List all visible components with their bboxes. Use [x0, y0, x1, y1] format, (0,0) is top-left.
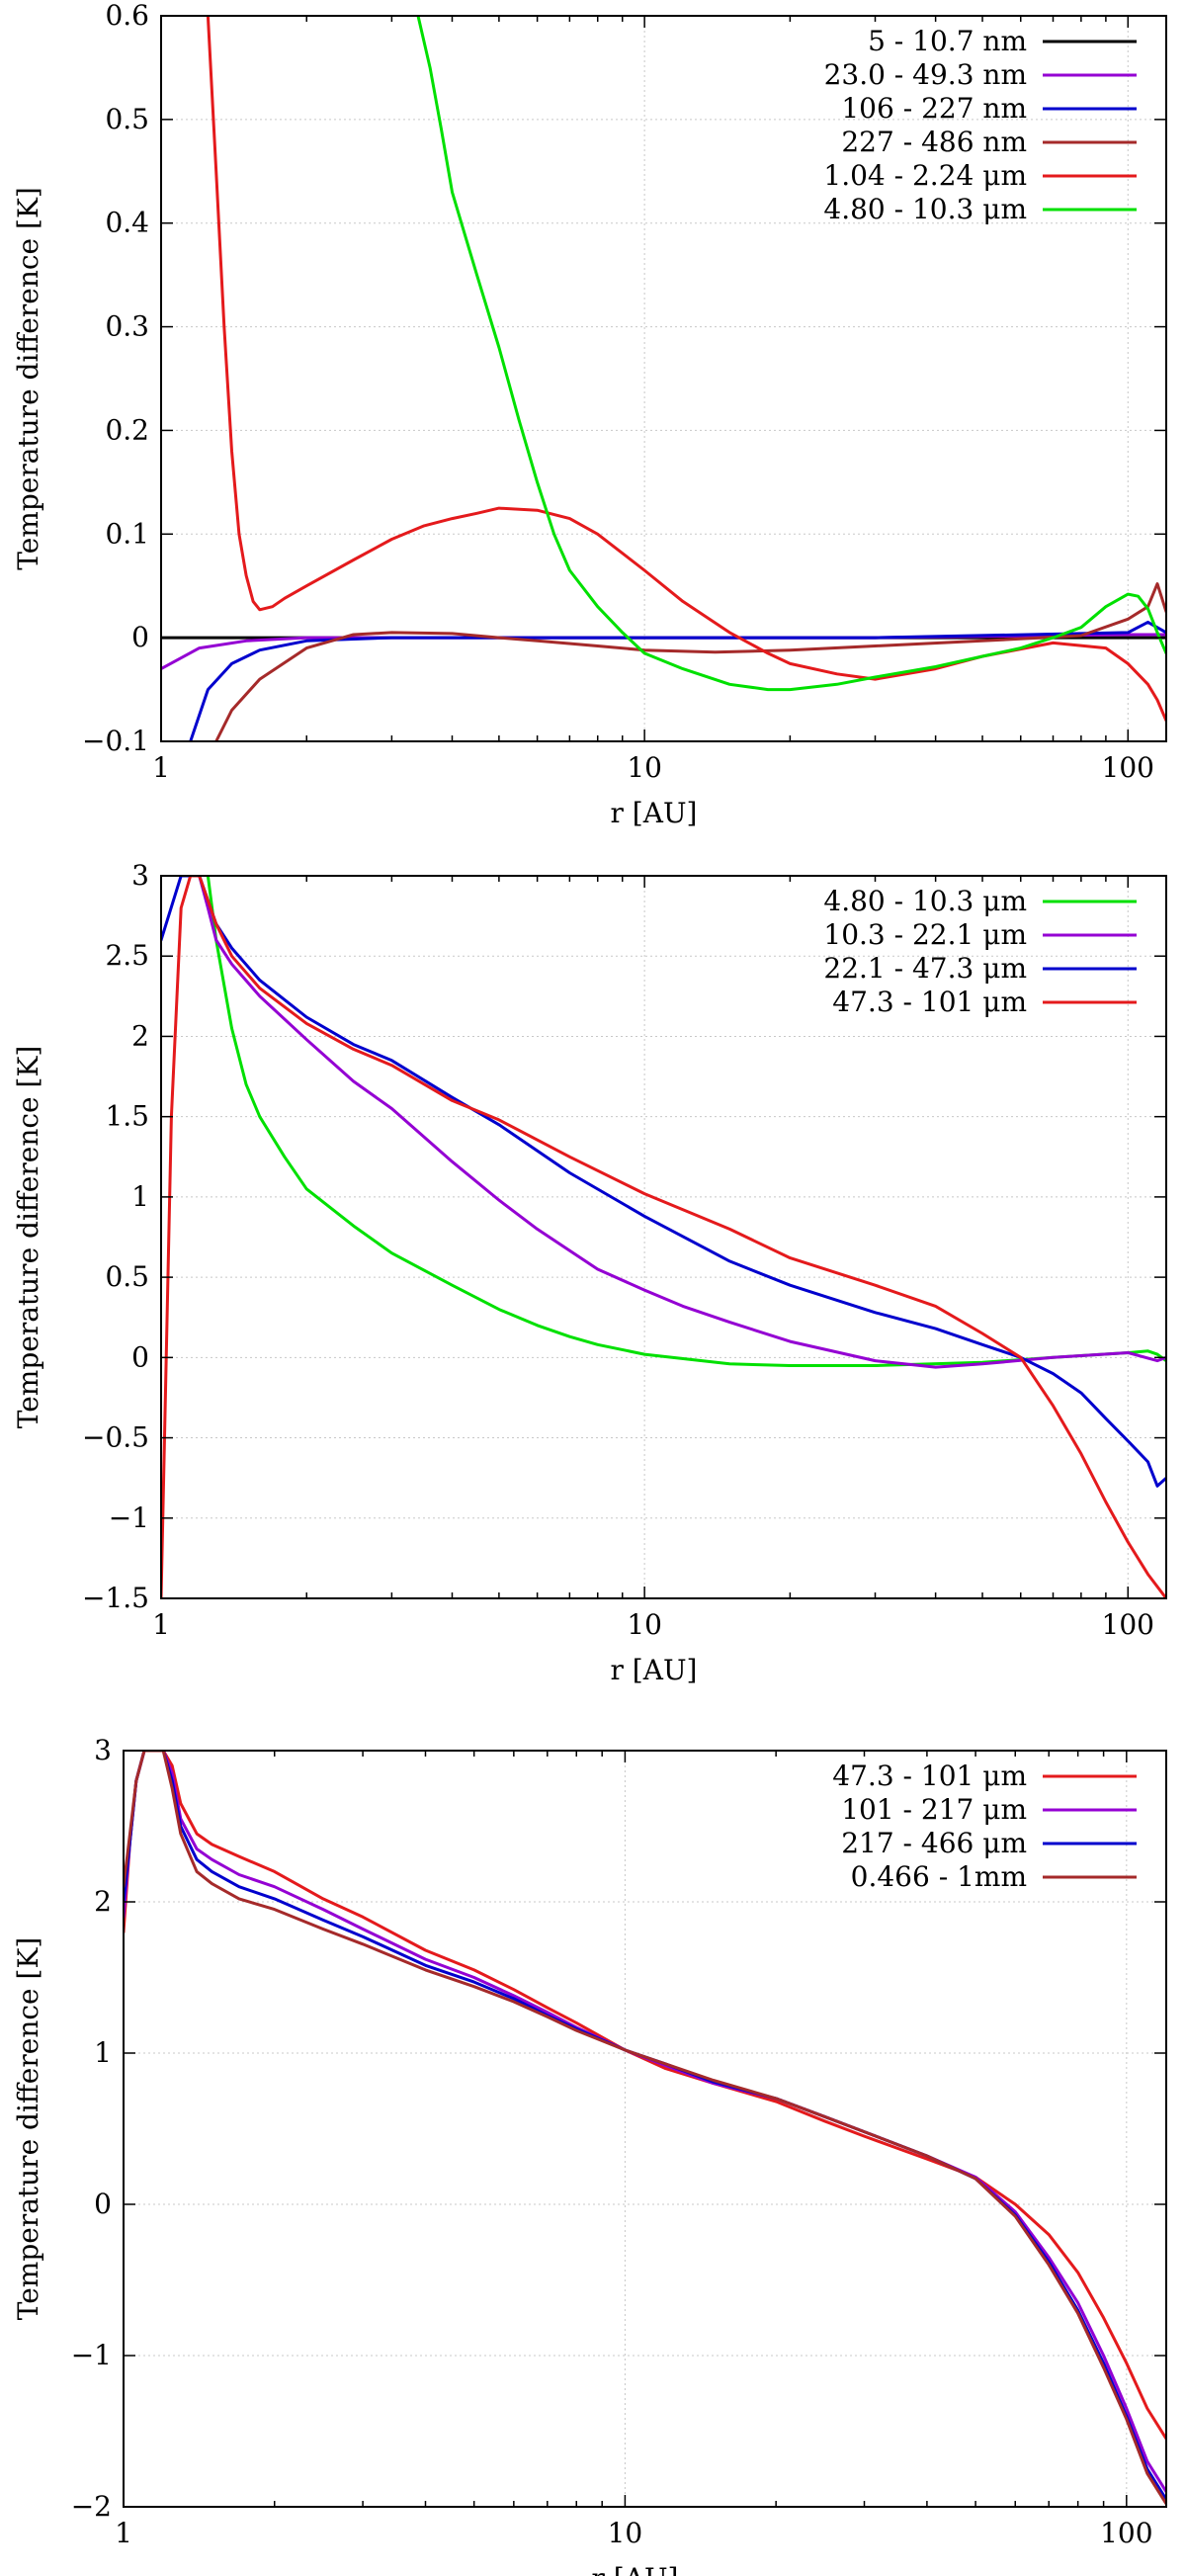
- chart-2-ylabel: Temperature difference [K]: [12, 1046, 44, 1429]
- chart-1-ylabel: Temperature difference [K]: [12, 187, 44, 570]
- chart-1-ytick-label: 0.6: [105, 0, 149, 32]
- chart-1-legend-label: 23.0 - 49.3 nm: [824, 58, 1027, 91]
- chart-1-ytick-label: 0.4: [105, 207, 149, 239]
- chart-2-ytick-label: 0.5: [105, 1260, 149, 1293]
- chart-2-xtick-label: 100: [1102, 1608, 1154, 1641]
- chart-2-ytick-label: 2: [131, 1019, 149, 1052]
- chart-2-xlabel: r [AU]: [611, 1654, 698, 1686]
- chart-3-legend-label: 0.466 - 1mm: [851, 1860, 1027, 1893]
- chart-1-legend-label: 1.04 - 2.24 μm: [823, 159, 1027, 192]
- chart-2-ytick-label: 1: [131, 1180, 149, 1213]
- chart-1-ytick-label: 0.5: [105, 103, 149, 135]
- chart-3-xlabel: r [AU]: [592, 2562, 679, 2576]
- chart-3-ticks: [123, 1750, 1166, 2508]
- chart-1-ytick-label: 0: [131, 621, 149, 653]
- chart-3-ytick-label: −2: [71, 2490, 112, 2523]
- chart-2-ytick-label: 3: [131, 860, 149, 892]
- chart-2-ytick-label: 2.5: [105, 939, 149, 972]
- chart-3-xtick-label: 100: [1100, 2517, 1152, 2549]
- chart-1-ytick-label: 0.1: [105, 517, 149, 550]
- chart-1-legend-label: 4.80 - 10.3 μm: [823, 193, 1027, 225]
- chart-2-ytick-label: 0: [131, 1340, 149, 1373]
- chart-2-ytick-label: −1: [109, 1502, 149, 1534]
- chart-2-ytick-label: 1.5: [105, 1100, 149, 1133]
- chart-3-legend-label: 217 - 466 μm: [841, 1827, 1027, 1859]
- chart-3-ytick-label: 0: [94, 2188, 112, 2220]
- chart-1-ticks: [160, 15, 1166, 742]
- chart-2-ytick-label: −1.5: [82, 1582, 149, 1614]
- chart-1-series-4-line: [214, 582, 1166, 741]
- chart-3-xtick-label: 10: [608, 2517, 643, 2549]
- chart-2-series-2-line: [198, 876, 1166, 1369]
- chart-2-ticks: [160, 875, 1166, 1599]
- chart-2-series-4-line: [161, 876, 1166, 1598]
- chart-1-series-6-line: [416, 16, 1166, 692]
- chart-3-legend-label: 101 - 217 μm: [841, 1793, 1027, 1826]
- chart-2-series-3-line: [161, 876, 1166, 1488]
- chart-3-ytick-label: 1: [94, 2036, 112, 2069]
- chart-1-ytick-label: −0.1: [82, 725, 149, 757]
- chart-panel-1: 1 10 100 −0.1 0 0.1 0.2 0.3 0.4 0.5 0.6 r [AU] Tempe…: [12, 0, 1167, 829]
- chart-1-series-3-line: [189, 620, 1166, 741]
- chart-3-ylabel: Temperature difference [K]: [12, 1937, 44, 2321]
- chart-1-legend-label: 106 - 227 nm: [841, 92, 1027, 125]
- chart-3-plot-frame: [123, 1750, 1167, 2508]
- chart-1-plot-frame: [160, 15, 1167, 742]
- chart-3-series-4-line: [124, 1751, 1166, 2506]
- chart-1-ytick-label: 0.3: [105, 310, 149, 343]
- chart-2-legend-label: 22.1 - 47.3 μm: [823, 952, 1027, 985]
- chart-2-grid: [161, 876, 1166, 1598]
- chart-1-xtick-label: 10: [627, 751, 662, 784]
- chart-1-xlabel: r [AU]: [611, 797, 698, 829]
- chart-3-ytick-label: −1: [71, 2339, 112, 2371]
- chart-2-legend-label: 47.3 - 101 μm: [832, 986, 1027, 1018]
- chart-3-ytick-label: 2: [94, 1885, 112, 1918]
- chart-2-xtick-label: 10: [627, 1608, 662, 1641]
- chart-1-xtick-label: 100: [1102, 751, 1154, 784]
- chart-panel-2: 1 10 100 −1.5 −1 −0.5 0 0.5 1 1.5 2 2.5 3 r [AU] Tempe…: [12, 860, 1167, 1686]
- chart-2-plot-frame: [160, 875, 1167, 1599]
- chart-2-legend-label: 10.3 - 22.1 μm: [823, 918, 1027, 951]
- chart-3-grid: [124, 1751, 1166, 2507]
- chart-3-xtick-label: 1: [115, 2517, 132, 2549]
- chart-3-legend-label: 47.3 - 101 μm: [832, 1760, 1027, 1792]
- chart-1-ytick-label: 0.2: [105, 413, 149, 446]
- chart-3-ytick-label: 3: [94, 1734, 112, 1766]
- chart-2-xtick-label: 1: [152, 1608, 170, 1641]
- chart-2-ytick-label: −0.5: [82, 1421, 149, 1454]
- chart-1-legend-label: 227 - 486 nm: [841, 126, 1027, 158]
- chart-1-legend-label: 5 - 10.7 nm: [868, 25, 1027, 57]
- chart-panel-3: 1 10 100 −2 −1 0 1 2 3 r [AU] Temperature differen…: [12, 1734, 1167, 2576]
- chart-1-xtick-label: 1: [152, 751, 170, 784]
- chart-2-legend-label: 4.80 - 10.3 μm: [823, 885, 1027, 917]
